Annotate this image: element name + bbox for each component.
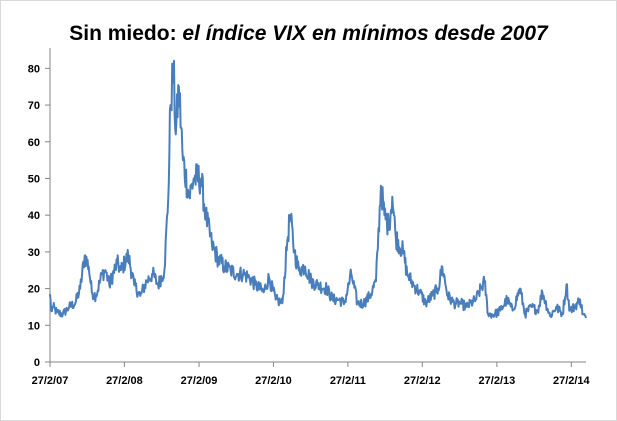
chart-title-plain: Sin miedo: (69, 22, 183, 45)
x-tick-label: 27/2/11 (330, 375, 366, 387)
y-tick-label: 70 (28, 100, 40, 112)
y-tick-label: 80 (28, 63, 40, 75)
y-tick-label: 60 (28, 137, 40, 149)
y-tick-label: 40 (28, 210, 40, 222)
y-tick-label: 50 (28, 173, 40, 185)
chart-title: Sin miedo: el índice VIX en mínimos desd… (0, 22, 617, 46)
x-tick-label: 27/2/12 (404, 375, 441, 387)
chart-title-italic: el índice VIX en mínimos desde 2007 (182, 22, 548, 45)
y-tick-label: 0 (34, 357, 40, 369)
x-tick-label: 27/2/07 (32, 375, 69, 387)
y-tick-label: 20 (28, 284, 40, 296)
series-layer (49, 59, 587, 319)
vix-series-line (49, 59, 587, 319)
x-tick-label: 27/2/14 (553, 375, 591, 387)
x-tick-label: 27/2/13 (479, 375, 516, 387)
x-tick-label: 27/2/10 (255, 375, 292, 387)
x-tick-label: 27/2/09 (181, 375, 218, 387)
x-tick-label: 27/2/08 (106, 375, 143, 387)
y-tick-label: 10 (28, 320, 40, 332)
axes: 0 10 20 30 40 50 60 70 80 27/2/07 27/2/08 27/2/09 27… (28, 48, 591, 387)
y-tick-label: 30 (28, 247, 40, 259)
